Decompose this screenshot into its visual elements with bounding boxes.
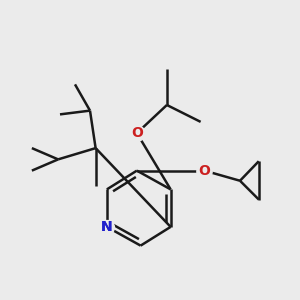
Text: N: N bbox=[101, 220, 113, 234]
Text: O: O bbox=[131, 126, 143, 140]
Text: O: O bbox=[198, 164, 210, 178]
Text: N: N bbox=[101, 220, 113, 234]
